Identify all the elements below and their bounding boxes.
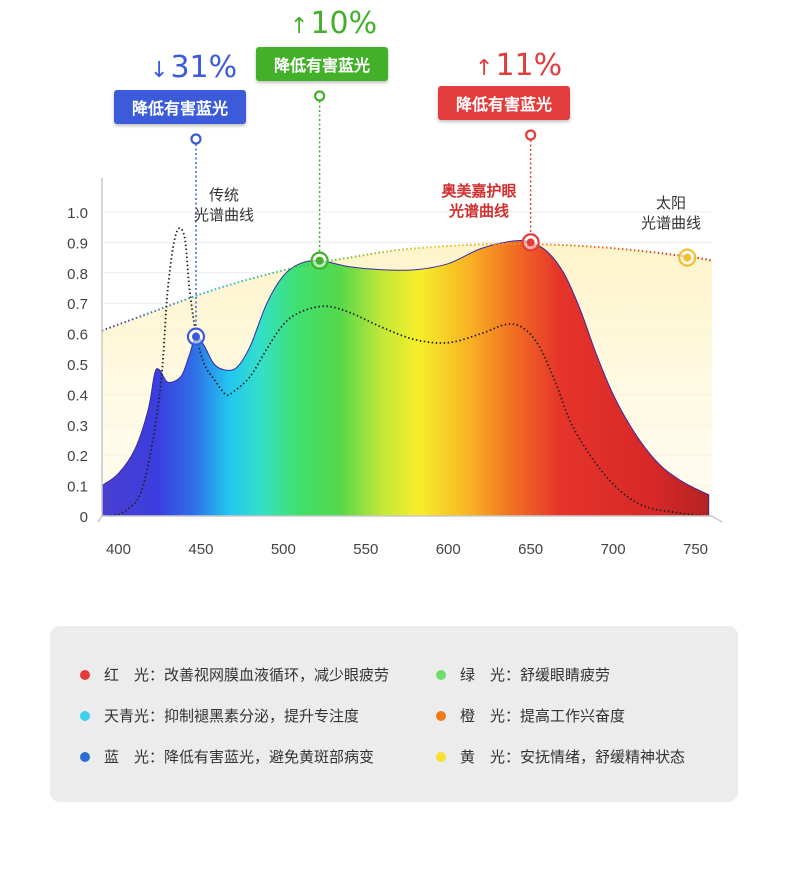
callout-green-label: 降低有害蓝光 bbox=[256, 47, 389, 81]
y-tick-label: 0.8 bbox=[67, 266, 88, 283]
legend-item-orange: 橙 光：提高工作兴奋度 bbox=[436, 705, 625, 726]
x-tick-label: 450 bbox=[188, 541, 213, 558]
legend-panel: 红 光：改善视网膜血液循环，减少眼疲劳 绿 光：舒缓眼睛疲劳 天青光：抑制褪黑素… bbox=[50, 626, 738, 802]
y-tick-label: 0.2 bbox=[67, 448, 88, 465]
yellow-dot-icon bbox=[436, 751, 446, 762]
legend-item-yellow: 黄 光：安抚情绪，舒缓精神状态 bbox=[436, 746, 685, 767]
y-axis-ticks: 0 0.1 0.2 0.3 0.4 0.5 0.6 0.7 0.8 0.9 1.0 bbox=[67, 205, 88, 526]
traditional-spectrum-label: 传统 bbox=[209, 187, 239, 204]
arrow-up-icon: ↑ bbox=[475, 56, 494, 81]
legend-item-green: 绿 光：舒缓眼睛疲劳 bbox=[436, 664, 610, 685]
y-tick-label: 0.4 bbox=[67, 387, 88, 404]
curve-markers bbox=[186, 233, 697, 346]
blue-dot-icon bbox=[80, 751, 90, 762]
aomeijia-spectrum-label: 光谱曲线 bbox=[448, 202, 509, 220]
legend-item-blue: 蓝 光：降低有害蓝光，避免黄斑部病变 bbox=[80, 746, 374, 767]
legend-label: 绿 光：舒缓眼睛疲劳 bbox=[460, 666, 611, 684]
callout-anchor-dot bbox=[525, 129, 537, 141]
arrow-down-icon: ↓ bbox=[150, 58, 169, 83]
red-dot-icon bbox=[80, 669, 90, 680]
legend-label: 天青光：抑制褪黑素分泌，提升专注度 bbox=[104, 707, 360, 725]
legend-label: 蓝 光：降低有害蓝光，避免黄斑部病变 bbox=[104, 748, 375, 766]
sun-spectrum-label: 光谱曲线 bbox=[641, 215, 701, 232]
x-tick-label: 750 bbox=[683, 541, 708, 558]
cyan-dot-icon bbox=[80, 710, 90, 721]
callout-red-value: 11% bbox=[495, 48, 563, 83]
x-tick-label: 550 bbox=[353, 541, 378, 558]
x-tick-label: 700 bbox=[601, 541, 626, 558]
legend-label: 红 光：改善视网膜血液循环，减少眼疲劳 bbox=[104, 666, 390, 684]
y-tick-label: 0.7 bbox=[67, 296, 88, 313]
callout-green-value: 10% bbox=[310, 6, 378, 41]
x-tick-label: 600 bbox=[436, 541, 461, 558]
legend-label: 橙 光：提高工作兴奋度 bbox=[460, 707, 626, 725]
sun-spectrum-line bbox=[101, 242, 713, 332]
axes bbox=[97, 178, 723, 523]
y-tick-label: 0.9 bbox=[67, 235, 88, 252]
y-tick-label: 0.3 bbox=[67, 418, 88, 435]
x-axis-ticks: 400 450 500 550 600 650 700 750 bbox=[106, 541, 708, 558]
x-tick-label: 650 bbox=[518, 541, 543, 558]
legend-label: 黄 光：安抚情绪，舒缓精神状态 bbox=[460, 748, 686, 766]
curve-marker-dot bbox=[315, 256, 324, 265]
callout-blue-label: 降低有害蓝光 bbox=[114, 90, 247, 124]
orange-dot-icon bbox=[436, 710, 446, 721]
callout-red-percent: ↑11% bbox=[475, 48, 562, 83]
callout-red-label: 降低有害蓝光 bbox=[438, 86, 571, 120]
legend-item-red: 红 光：改善视网膜血液循环，减少眼疲劳 bbox=[80, 664, 389, 685]
aomeijia-spectrum-label: 奥美嘉护眼 bbox=[441, 182, 516, 200]
y-tick-label: 0.1 bbox=[67, 479, 88, 496]
curve-marker-dot bbox=[191, 332, 200, 341]
callout-anchor-dot bbox=[190, 133, 202, 145]
callout-blue-percent: ↓31% bbox=[150, 50, 237, 85]
legend-item-cyan: 天青光：抑制褪黑素分泌，提升专注度 bbox=[80, 705, 359, 726]
callout-leaders bbox=[190, 90, 537, 330]
spectrum-chart: 0 0.1 0.2 0.3 0.4 0.5 0.6 0.7 0.8 0.9 1.0 400 450 50… bbox=[67, 90, 723, 558]
y-tick-label: 1.0 bbox=[67, 205, 88, 222]
arrow-up-icon: ↑ bbox=[290, 14, 309, 39]
y-tick-label: 0 bbox=[80, 509, 88, 526]
curve-marker-dot bbox=[683, 253, 692, 262]
curve-marker-dot bbox=[526, 238, 535, 247]
callout-anchor-dot bbox=[314, 90, 326, 102]
x-tick-label: 500 bbox=[271, 541, 296, 558]
y-tick-label: 0.6 bbox=[67, 327, 88, 344]
sun-spectrum-label: 太阳 bbox=[656, 195, 686, 212]
traditional-spectrum-line bbox=[109, 227, 704, 517]
y-tick-label: 0.5 bbox=[67, 357, 88, 374]
traditional-spectrum-label: 光谱曲线 bbox=[194, 207, 254, 224]
callout-green-percent: ↑10% bbox=[290, 6, 377, 41]
callout-blue-value: 31% bbox=[170, 50, 238, 85]
green-dot-icon bbox=[436, 669, 446, 680]
x-tick-label: 400 bbox=[106, 541, 131, 558]
